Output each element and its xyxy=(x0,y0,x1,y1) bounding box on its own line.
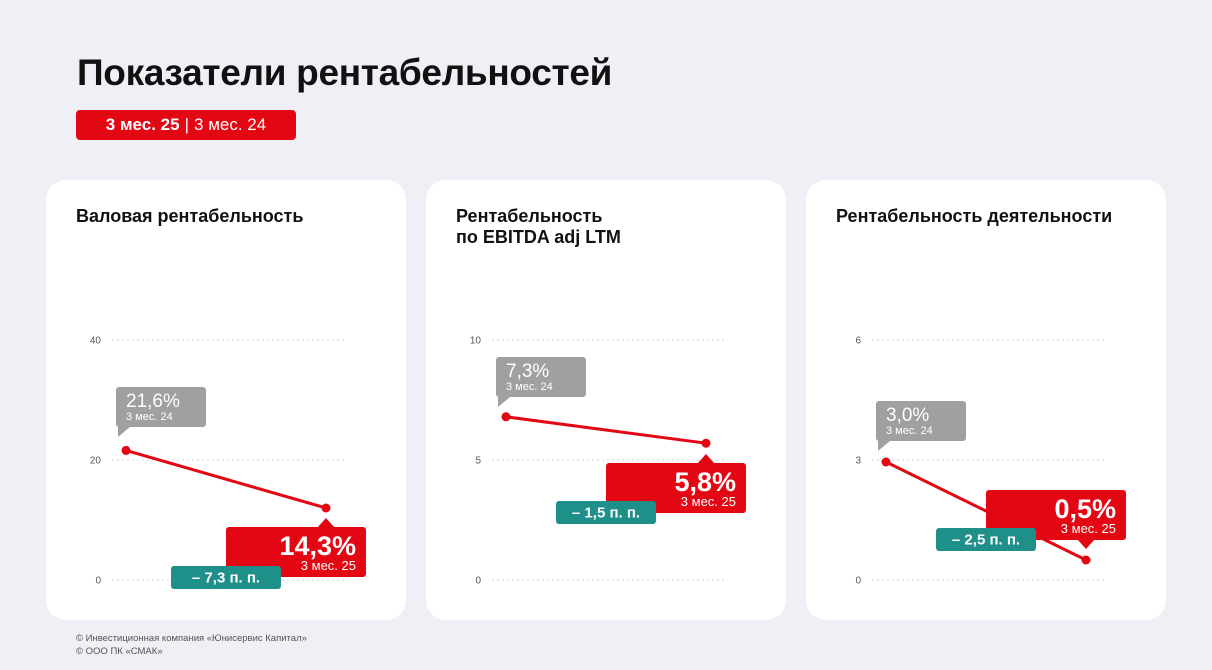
chart-title-line-2: по EBITDA adj LTM xyxy=(456,227,621,247)
current-value-label: 0,5% xyxy=(1054,494,1116,524)
current-period-label: 3 мес. 25 xyxy=(1061,521,1116,536)
delta-badge xyxy=(936,528,1036,551)
current-period-label: 3 мес. 25 xyxy=(681,494,736,509)
previous-value-label: 3,0% xyxy=(886,405,929,426)
chart-title: Рентабельность по EBITDA adj LTM xyxy=(456,206,766,248)
current-callout-pointer xyxy=(697,454,715,464)
chart-title: Рентабельность деятельности xyxy=(836,206,1146,227)
footer-line-1: © Инвестиционная компания «Юнисервис Кап… xyxy=(76,633,307,644)
delta-badge xyxy=(556,501,656,524)
delta-label: – 2,5 п. п. xyxy=(952,532,1020,549)
y-tick-label: 3 xyxy=(855,456,861,467)
previous-value-label: 7,3% xyxy=(506,361,549,382)
current-callout-pointer xyxy=(1077,539,1095,549)
chart-card-operating-margin: Рентабельность деятельности 0 3 6 3,0% 3 мес… xyxy=(806,180,1166,620)
period-previous-label: 3 мес. 24 xyxy=(194,115,267,134)
series-line xyxy=(125,448,327,510)
current-value-label: 14,3% xyxy=(279,531,356,561)
delta-label: – 7,3 п. п. xyxy=(192,570,260,587)
chart-ebitda-margin: 0 5 10 7,3%3 мес. 24 5,8%3 мес. 25 – 1,5 п. п… xyxy=(470,336,746,587)
y-tick-label: 40 xyxy=(90,336,102,347)
previous-callout-pointer xyxy=(878,441,890,451)
y-tick-label: 10 xyxy=(470,336,482,347)
data-point-current xyxy=(321,503,331,513)
chart-card-gross-margin: Валовая рентабельность 0 20 40 21,6% 3 мес. … xyxy=(46,180,406,620)
delta-label: – 1,5 п. п. xyxy=(572,505,640,522)
previous-value-callout xyxy=(876,401,966,441)
data-point-current xyxy=(701,438,711,448)
current-value-label: 5,8% xyxy=(674,467,736,497)
previous-period-label: 3 мес. 24 xyxy=(126,411,173,423)
y-tick-label: 0 xyxy=(475,576,481,587)
series-line xyxy=(885,460,1087,562)
y-tick-label: 20 xyxy=(90,456,102,467)
current-value-callout xyxy=(226,527,366,577)
previous-period-label: 3 мес. 24 xyxy=(506,381,553,393)
previous-callout-pointer xyxy=(498,397,510,407)
previous-value-callout xyxy=(496,357,586,397)
period-separator: | xyxy=(184,115,190,134)
y-tick-label: 0 xyxy=(855,576,861,587)
previous-value-callout xyxy=(116,387,206,427)
y-tick-label: 5 xyxy=(475,456,481,467)
previous-value-label: 21,6% xyxy=(126,391,180,412)
footer-line-2: © ООО ПК «СМАК» xyxy=(76,646,163,657)
chart-card-ebitda-margin: Рентабельность по EBITDA adj LTM 0 5 10 7,3… xyxy=(426,180,786,620)
current-callout-pointer xyxy=(317,518,335,528)
y-tick-label: 6 xyxy=(855,336,861,347)
footer-copyright: © Инвестиционная компания «Юнисервис Кап… xyxy=(76,632,307,658)
chart-title: Валовая рентабельность xyxy=(76,206,386,227)
series-line xyxy=(505,415,707,445)
previous-period-label: 3 мес. 24 xyxy=(886,425,933,437)
chart-title-line-1: Рентабельность xyxy=(456,206,603,226)
period-current-label: 3 мес. 25 xyxy=(105,115,180,134)
chart-title-line: Валовая рентабельность xyxy=(76,206,304,226)
current-value-callout xyxy=(606,463,746,513)
period-legend-badge: 3 мес. 25 | 3 мес. 24 xyxy=(76,110,296,140)
chart-gross-margin: 0 20 40 21,6%3 мес. 24 14,3%3 мес. 25 – 7,3 п… xyxy=(90,336,366,589)
y-tick-label: 0 xyxy=(95,576,101,587)
chart-title-line: Рентабельность деятельности xyxy=(836,206,1113,226)
data-point-current xyxy=(1081,555,1091,565)
previous-callout-pointer xyxy=(118,427,130,437)
data-point-previous xyxy=(881,457,891,467)
page-title: Показатели рентабельностей xyxy=(77,52,613,93)
data-point-previous xyxy=(501,412,511,422)
chart-operating-margin: 0 3 6 3,0%3 мес. 24 0,5%3 мес. 25 – 2,5 п. п. xyxy=(855,336,1126,587)
delta-badge xyxy=(171,566,281,589)
current-period-label: 3 мес. 25 xyxy=(301,558,356,573)
data-point-previous xyxy=(121,445,131,455)
